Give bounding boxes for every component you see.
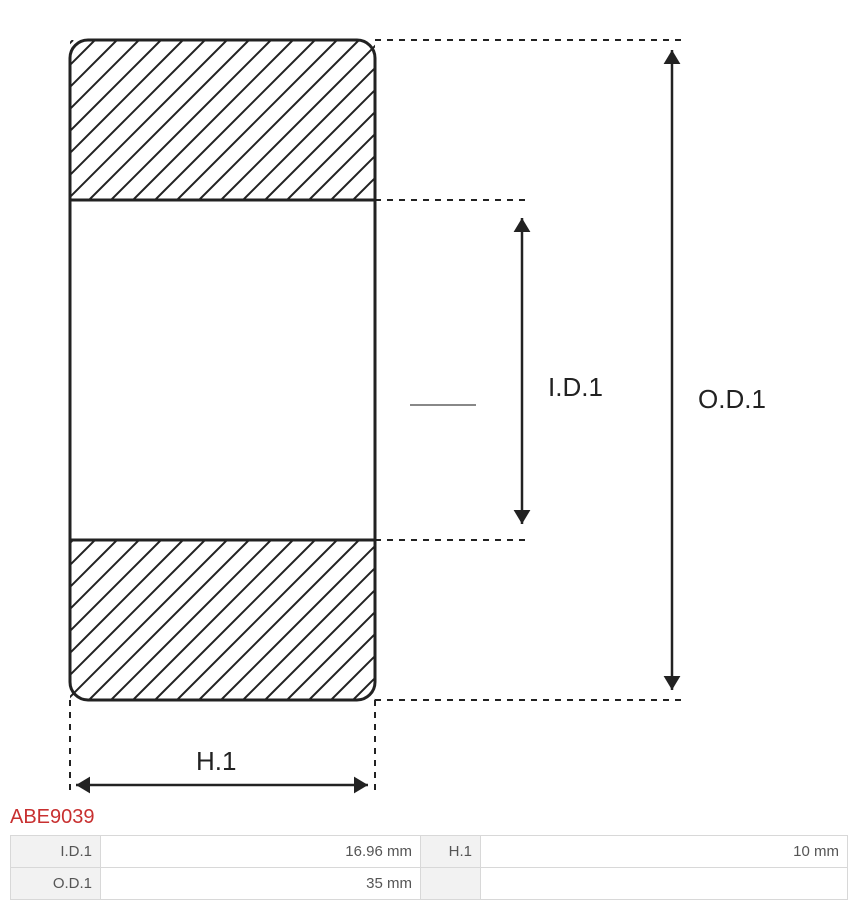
spec-key: O.D.1 xyxy=(11,868,101,900)
id-label: I.D.1 xyxy=(548,372,603,402)
spec-value: 16.96 mm xyxy=(101,836,421,868)
spec-table: I.D.1 16.96 mm H.1 10 mm O.D.1 35 mm xyxy=(10,835,848,900)
table-row: O.D.1 35 mm xyxy=(11,868,848,900)
spec-key xyxy=(421,868,481,900)
spec-value xyxy=(481,868,848,900)
spec-value: 10 mm xyxy=(481,836,848,868)
table-row: I.D.1 16.96 mm H.1 10 mm xyxy=(11,836,848,868)
spec-key: H.1 xyxy=(421,836,481,868)
diagram-area: O.D.1 I.D.1 H.1 xyxy=(0,0,848,800)
cross-section-diagram: O.D.1 I.D.1 H.1 xyxy=(0,0,848,800)
part-number-label: ABE9039 xyxy=(0,800,848,831)
spec-value: 35 mm xyxy=(101,868,421,900)
h-label: H.1 xyxy=(196,746,236,776)
od-label: O.D.1 xyxy=(698,384,766,414)
spec-key: I.D.1 xyxy=(11,836,101,868)
